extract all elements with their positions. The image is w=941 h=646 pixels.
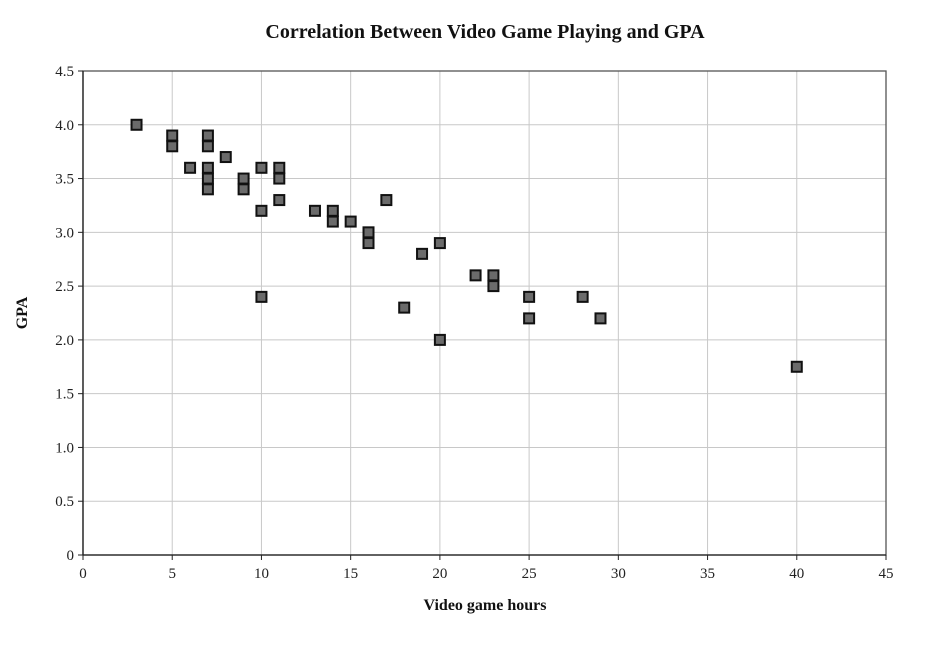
scatter-point xyxy=(201,140,214,153)
scatter-point xyxy=(255,204,268,217)
scatter-point xyxy=(326,215,339,228)
y-tick-label: 1.5 xyxy=(55,387,74,403)
scatter-point xyxy=(308,204,321,217)
scatter-point xyxy=(576,290,589,303)
scatter-point xyxy=(380,194,393,207)
scatter-point xyxy=(255,290,268,303)
y-tick-label: 2.0 xyxy=(55,333,74,349)
data-points xyxy=(130,118,803,373)
x-tick-label: 5 xyxy=(168,566,176,582)
x-tick-label: 10 xyxy=(254,566,269,582)
x-tick-label: 15 xyxy=(343,566,358,582)
scatter-point xyxy=(273,161,286,174)
scatter-point xyxy=(219,151,232,164)
scatter-point xyxy=(398,301,411,314)
scatter-point xyxy=(362,226,375,239)
scatter-point xyxy=(326,204,339,217)
scatter-point xyxy=(201,161,214,174)
scatter-point xyxy=(201,129,214,142)
x-tick-label: 20 xyxy=(432,566,447,582)
scatter-point xyxy=(201,172,214,185)
y-tick-label: 0 xyxy=(67,548,75,564)
scatter-point xyxy=(523,290,536,303)
scatter-point xyxy=(469,269,482,282)
chart-title: Correlation Between Video Game Playing a… xyxy=(265,21,705,43)
x-tick-label: 0 xyxy=(79,566,87,582)
x-tick-labels: 0 5 10 15 20 25 30 35 40 45 xyxy=(79,566,893,582)
y-tick-label: 0.5 xyxy=(55,494,74,510)
scatter-point xyxy=(487,280,500,293)
y-axis-label: GPA xyxy=(14,296,31,329)
y-tick-label: 2.5 xyxy=(55,279,74,295)
y-tick-labels: 0 0.5 1.0 1.5 2.0 2.5 3.0 3.5 4.0 4.5 xyxy=(55,64,74,564)
scatter-point xyxy=(201,183,214,196)
scatter-point xyxy=(433,333,446,346)
y-tick-label: 1.0 xyxy=(55,440,74,456)
scatter-point xyxy=(166,140,179,153)
y-tick-label: 4.5 xyxy=(55,64,74,80)
scatter-point xyxy=(523,312,536,325)
scatter-point xyxy=(237,183,250,196)
y-tick-label: 3.0 xyxy=(55,225,74,241)
scatter-point xyxy=(184,161,197,174)
scatter-point xyxy=(344,215,357,228)
scatter-point xyxy=(237,172,250,185)
x-tick-label: 30 xyxy=(611,566,626,582)
scatter-point xyxy=(255,161,268,174)
y-tick-label: 3.5 xyxy=(55,172,74,188)
x-tick-label: 40 xyxy=(789,566,804,582)
scatter-point xyxy=(433,237,446,250)
x-axis-label: Video game hours xyxy=(424,597,547,614)
scatter-point xyxy=(273,172,286,185)
scatter-point xyxy=(487,269,500,282)
x-tick-label: 45 xyxy=(879,566,894,582)
x-tick-label: 25 xyxy=(522,566,537,582)
scatter-point xyxy=(166,129,179,142)
x-tick-label: 35 xyxy=(700,566,715,582)
scatter-point xyxy=(362,237,375,250)
axes xyxy=(78,70,887,560)
y-tick-label: 4.0 xyxy=(55,118,74,134)
scatter-point xyxy=(130,118,143,131)
scatter-point xyxy=(594,312,607,325)
scatter-point xyxy=(790,360,803,373)
scatter-point xyxy=(273,194,286,207)
scatter-point xyxy=(416,247,429,260)
